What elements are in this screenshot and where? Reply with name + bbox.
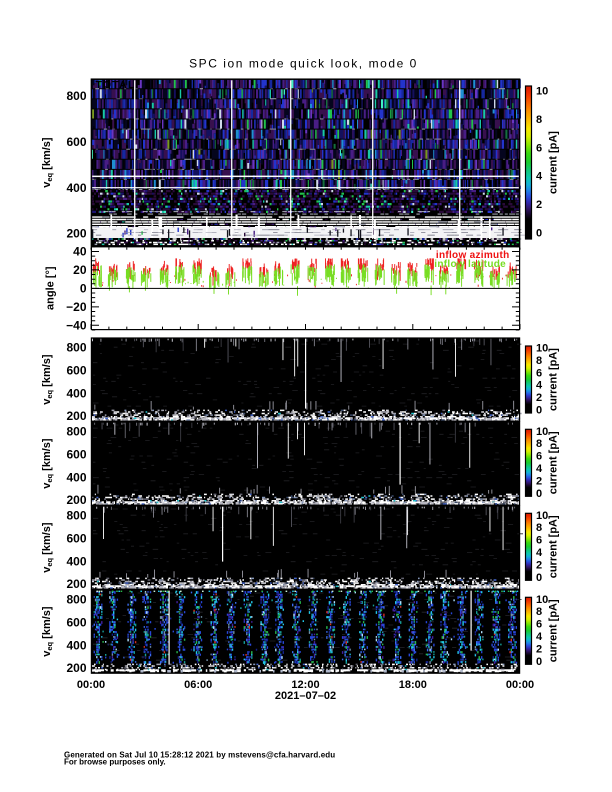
svg-text:Generated on Sat Jul 10 15:28:: Generated on Sat Jul 10 15:28:12 2021 by…	[64, 751, 335, 760]
svg-text:800: 800	[66, 89, 86, 103]
svg-text:800: 800	[66, 341, 86, 355]
svg-text:800: 800	[66, 509, 86, 523]
svg-text:600: 600	[66, 615, 86, 629]
svg-text:200: 200	[66, 493, 86, 507]
svg-text:10: 10	[536, 426, 548, 438]
svg-text:40: 40	[73, 245, 87, 259]
svg-text:current [pA]: current [pA]	[548, 599, 560, 662]
svg-text:400: 400	[66, 470, 86, 484]
svg-text:4: 4	[536, 171, 543, 183]
svg-text:200: 200	[66, 227, 86, 241]
svg-text:2: 2	[536, 199, 542, 211]
svg-text:2: 2	[536, 475, 542, 487]
svg-text:06:00: 06:00	[184, 679, 212, 691]
svg-text:6: 6	[536, 367, 542, 379]
svg-text:0: 0	[536, 488, 542, 500]
svg-text:For browse purposes only.: For browse purposes only.	[64, 758, 166, 767]
svg-text:800: 800	[66, 593, 86, 607]
svg-text:current [pA]: current [pA]	[548, 348, 560, 411]
svg-text:2: 2	[536, 559, 542, 571]
svg-text:600: 600	[66, 363, 86, 377]
svg-text:inflow latitude: inflow latitude	[434, 259, 506, 270]
svg-text:0: 0	[536, 405, 542, 417]
svg-text:−20: −20	[66, 300, 87, 314]
svg-text:400: 400	[66, 386, 86, 400]
svg-text:10: 10	[536, 86, 548, 98]
svg-text:veq [km/s]: veq [km/s]	[41, 606, 54, 657]
svg-text:8: 8	[536, 438, 542, 450]
svg-text:veq [km/s]: veq [km/s]	[41, 354, 54, 405]
svg-text:angle [°]: angle [°]	[45, 266, 57, 310]
svg-text:veq [km/s]: veq [km/s]	[41, 438, 54, 489]
svg-text:18:00: 18:00	[399, 679, 427, 691]
svg-text:TOTAL: TOTAL	[96, 79, 136, 91]
svg-text:200: 200	[66, 661, 86, 675]
svg-text:0: 0	[536, 656, 542, 668]
svg-text:0: 0	[536, 227, 542, 239]
svg-text:600: 600	[66, 447, 86, 461]
svg-text:200: 200	[66, 577, 86, 591]
svg-text:veq [km/s]: veq [km/s]	[41, 522, 54, 573]
svg-text:600: 600	[66, 135, 86, 149]
svg-text:8: 8	[536, 606, 542, 618]
svg-text:4: 4	[536, 547, 543, 559]
svg-text:200: 200	[66, 409, 86, 423]
svg-text:600: 600	[66, 531, 86, 545]
svg-text:current [pA]: current [pA]	[548, 431, 560, 494]
svg-text:6: 6	[536, 451, 542, 463]
svg-text:00:00: 00:00	[506, 679, 534, 691]
svg-text:veq [km/s]: veq [km/s]	[41, 137, 54, 188]
svg-text:10: 10	[536, 510, 548, 522]
svg-text:−40: −40	[66, 318, 87, 332]
svg-text:8: 8	[536, 355, 542, 367]
svg-text:10: 10	[536, 343, 548, 355]
svg-text:0: 0	[80, 281, 87, 295]
svg-text:6: 6	[536, 619, 542, 631]
svg-text:6: 6	[536, 142, 542, 154]
svg-text:6: 6	[536, 535, 542, 547]
svg-text:2: 2	[536, 392, 542, 404]
svg-text:2: 2	[536, 643, 542, 655]
svg-text:400: 400	[66, 181, 86, 195]
svg-text:00:00: 00:00	[77, 679, 105, 691]
svg-text:12:00: 12:00	[291, 679, 319, 691]
svg-text:current [pA]: current [pA]	[548, 515, 560, 578]
svg-text:SPC ion mode quick look, mode: SPC ion mode quick look, mode 0	[189, 57, 418, 71]
svg-text:0: 0	[536, 572, 542, 584]
svg-text:2021–07–02: 2021–07–02	[275, 690, 336, 702]
svg-text:10: 10	[536, 594, 548, 606]
svg-text:8: 8	[536, 522, 542, 534]
svg-text:400: 400	[66, 554, 86, 568]
svg-text:20: 20	[73, 263, 87, 277]
svg-text:400: 400	[66, 638, 86, 652]
svg-text:8: 8	[536, 114, 542, 126]
svg-text:inflow azimuth: inflow azimuth	[436, 250, 510, 261]
svg-text:800: 800	[66, 425, 86, 439]
svg-text:4: 4	[536, 463, 543, 475]
svg-text:4: 4	[536, 631, 543, 643]
svg-text:4: 4	[536, 380, 543, 392]
svg-text:current [pA]: current [pA]	[548, 131, 560, 194]
